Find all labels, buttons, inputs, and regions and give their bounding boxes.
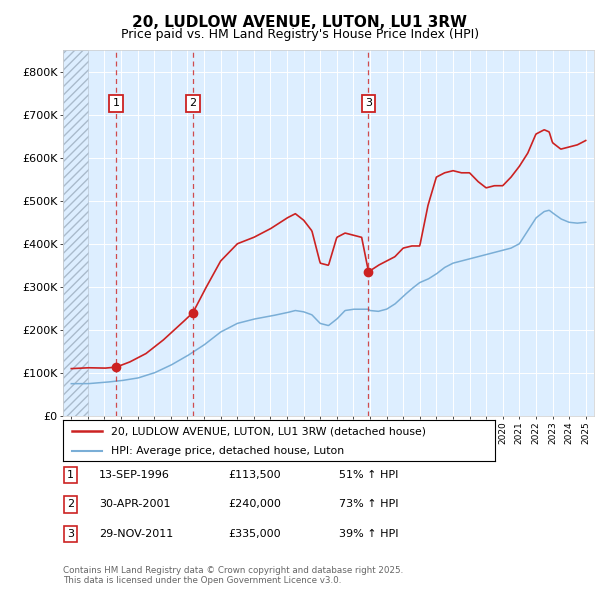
Text: 39% ↑ HPI: 39% ↑ HPI [339,529,398,539]
Text: 2: 2 [190,98,196,108]
Text: Price paid vs. HM Land Registry's House Price Index (HPI): Price paid vs. HM Land Registry's House … [121,28,479,41]
Text: 20, LUDLOW AVENUE, LUTON, LU1 3RW: 20, LUDLOW AVENUE, LUTON, LU1 3RW [133,15,467,30]
Text: 20, LUDLOW AVENUE, LUTON, LU1 3RW (detached house): 20, LUDLOW AVENUE, LUTON, LU1 3RW (detac… [110,426,425,436]
Text: 3: 3 [67,529,74,539]
Text: 1: 1 [67,470,74,480]
Text: HPI: Average price, detached house, Luton: HPI: Average price, detached house, Luto… [110,446,344,456]
Text: £335,000: £335,000 [228,529,281,539]
Text: 2: 2 [67,500,74,509]
Text: 30-APR-2001: 30-APR-2001 [99,500,170,509]
Text: 29-NOV-2011: 29-NOV-2011 [99,529,173,539]
Text: 13-SEP-1996: 13-SEP-1996 [99,470,170,480]
Text: £240,000: £240,000 [228,500,281,509]
Text: 1: 1 [113,98,120,108]
Text: Contains HM Land Registry data © Crown copyright and database right 2025.
This d: Contains HM Land Registry data © Crown c… [63,566,403,585]
Text: 51% ↑ HPI: 51% ↑ HPI [339,470,398,480]
Text: 3: 3 [365,98,372,108]
Text: £113,500: £113,500 [228,470,281,480]
Text: 73% ↑ HPI: 73% ↑ HPI [339,500,398,509]
